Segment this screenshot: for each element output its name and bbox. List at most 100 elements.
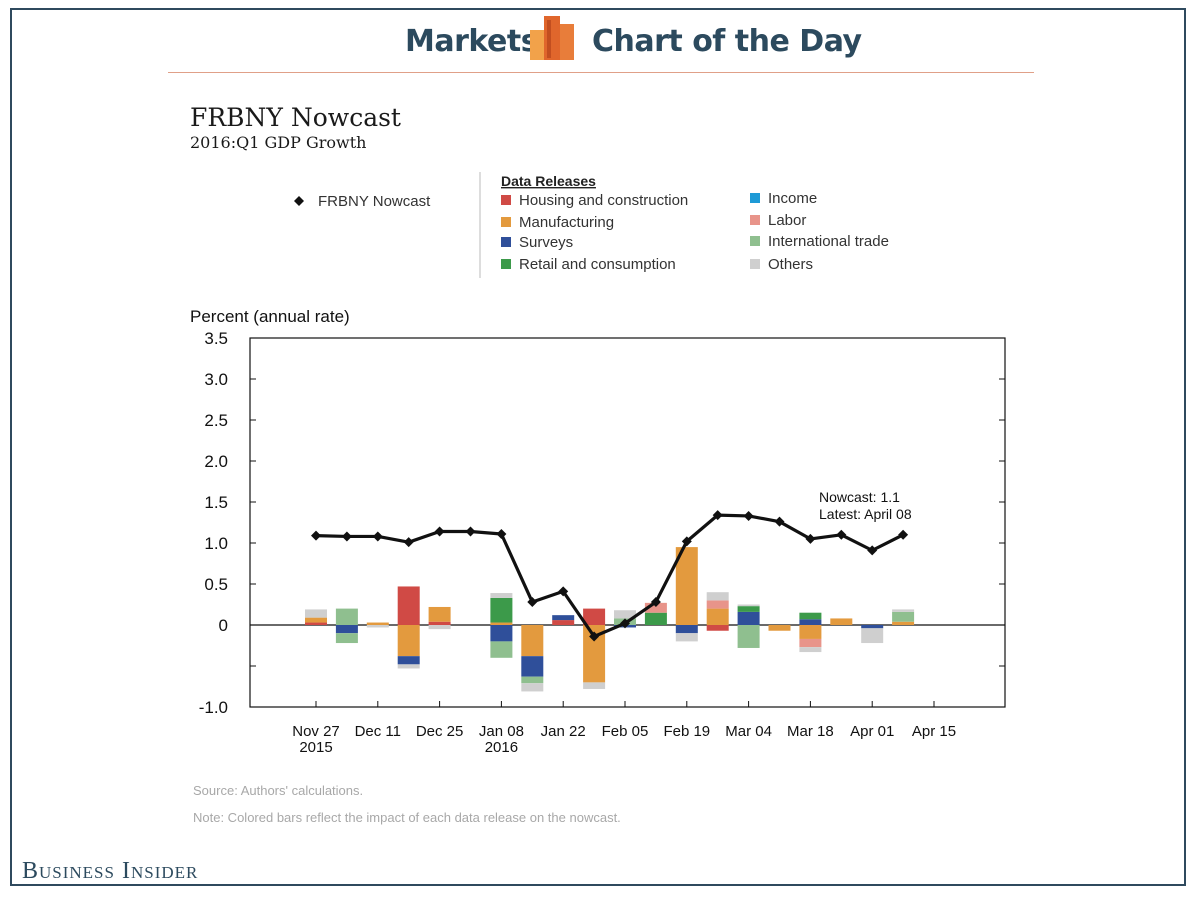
y-tick-label: 3.5: [204, 329, 228, 348]
y-tick-label: 2.0: [204, 452, 228, 471]
nowcast-annotation: Nowcast: 1.1: [819, 489, 900, 505]
bar-segment: [799, 612, 822, 620]
legend-item-label: Surveys: [519, 234, 573, 251]
y-tick-label: 2.5: [204, 411, 228, 430]
bar-segment: [644, 612, 667, 625]
nowcast-point: [712, 510, 723, 521]
bar-segment: [892, 609, 915, 612]
nowcast-point: [465, 526, 476, 537]
nowcast-point: [867, 545, 878, 556]
legend-swatch: [750, 215, 760, 225]
legend-item-label: Income: [768, 190, 817, 207]
bar-segment: [861, 628, 884, 644]
bar-segment: [490, 622, 513, 625]
bar-segment: [737, 625, 760, 648]
bar-segment: [706, 625, 729, 631]
bar-segment: [830, 618, 853, 625]
chart-subtitle: 2016:Q1 GDP Growth: [190, 133, 367, 152]
x-tick-label: Nov 27: [292, 723, 340, 740]
bar-segment: [583, 608, 606, 625]
bar-segment: [305, 609, 327, 618]
nowcast-point: [372, 531, 383, 542]
bar-segment: [583, 625, 606, 683]
nowcast-point: [434, 526, 445, 537]
nowcast-point: [898, 529, 909, 540]
chart-title: FRBNY Nowcast: [190, 103, 401, 132]
legend-swatch: [750, 259, 760, 269]
bar-segment: [397, 586, 420, 625]
nowcast-annotation: Latest: April 08: [819, 506, 912, 522]
nowcast-point: [311, 530, 321, 541]
x-tick-sublabel: 2015: [299, 739, 332, 756]
bar-segment: [799, 638, 822, 648]
bar-segment: [490, 593, 513, 598]
nowcast-point: [743, 510, 754, 521]
x-tick-label: Dec 25: [416, 723, 464, 740]
legend-swatch: [501, 259, 511, 269]
legend-swatch: [750, 193, 760, 203]
nowcast-point: [341, 531, 352, 542]
bar-segment: [737, 611, 760, 625]
bar-segment: [335, 625, 358, 634]
bar-segment: [428, 625, 451, 630]
legend-swatch: [501, 217, 511, 227]
header-chart-of-day: Chart of the Day: [592, 24, 862, 59]
bar-segment: [675, 547, 698, 625]
bar-segment: [490, 641, 513, 658]
legend-item-label: Retail and consumption: [519, 256, 676, 273]
legend-swatch: [501, 195, 511, 205]
header-divider: [168, 72, 1034, 73]
header: Markets Chart of the Day: [0, 14, 1200, 68]
bar-segment: [892, 611, 915, 622]
bar-segment: [799, 619, 822, 625]
bar-segment: [490, 625, 513, 642]
x-tick-label: Mar 04: [725, 723, 772, 740]
bar-segment: [397, 656, 420, 665]
page-frame: [10, 8, 1186, 886]
bar-segment: [397, 664, 420, 669]
bar-segment: [583, 682, 606, 689]
x-tick-sublabel: 2016: [485, 739, 518, 756]
bar-segment: [366, 625, 389, 628]
nowcast-point: [558, 586, 569, 597]
bar-segment: [799, 625, 822, 639]
legend-nowcast-label: FRBNY Nowcast: [318, 193, 431, 210]
bar-segment: [305, 622, 327, 625]
legend-item-label: International trade: [768, 233, 889, 250]
x-tick-label: Apr 01: [850, 723, 894, 740]
bar-segment: [614, 610, 636, 619]
bar-segment: [737, 604, 760, 607]
bar-segment: [861, 625, 884, 629]
bar-segment: [552, 620, 575, 625]
legend-item-label: Labor: [768, 212, 806, 229]
bar-segment: [521, 656, 544, 677]
legend-swatch: [501, 237, 511, 247]
y-tick-label: 0: [219, 616, 228, 635]
bar-segment: [521, 683, 544, 692]
brand-logo: Business Insider: [22, 858, 199, 884]
bar-segment: [428, 606, 451, 622]
y-tick-label: -1.0: [199, 698, 228, 717]
x-tick-label: Jan 08: [479, 723, 524, 740]
nowcast-line: [315, 513, 904, 639]
plot-area: Percent (annual rate) 3.5 3.0 2.5 2.0 1.5 1.0 0…: [190, 307, 1006, 756]
bar-segment: [366, 622, 389, 625]
nowcast-point: [403, 537, 414, 548]
nowcast-point: [681, 536, 692, 547]
x-tick-label: Jan 22: [541, 723, 586, 740]
bar-segment: [397, 625, 420, 657]
bar-segment: [675, 633, 698, 642]
legend-swatch: [750, 236, 760, 246]
x-tick-label: Mar 18: [787, 723, 834, 740]
nowcast-point: [620, 618, 630, 629]
bar-segment: [644, 602, 667, 613]
y-axis-label: Percent (annual rate): [190, 307, 350, 326]
source-note: Source: Authors' calculations.: [193, 783, 364, 798]
bar-segment: [892, 621, 915, 625]
bar-segment: [305, 617, 327, 623]
nowcast-point: [805, 533, 816, 544]
bar-segment: [706, 600, 729, 609]
footnote: Note: Colored bars reflect the impact of…: [193, 810, 621, 825]
y-tick-label: 0.5: [204, 575, 228, 594]
